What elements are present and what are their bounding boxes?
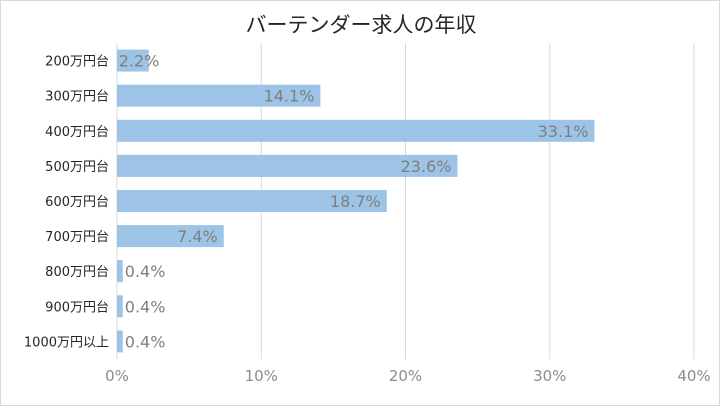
category-label: 200万円台 bbox=[45, 55, 109, 70]
data-label: 0.4% bbox=[125, 262, 166, 281]
data-label: 0.4% bbox=[125, 332, 166, 351]
x-tick-label: 10% bbox=[245, 367, 278, 385]
category-label: 300万円台 bbox=[45, 90, 109, 105]
x-tick-label: 40% bbox=[677, 367, 710, 385]
category-label: 600万円台 bbox=[45, 195, 109, 210]
bar bbox=[117, 190, 387, 212]
x-tick-label: 0% bbox=[105, 367, 129, 385]
x-tick-label: 20% bbox=[389, 367, 422, 385]
data-label: 23.6% bbox=[401, 157, 452, 176]
bar bbox=[117, 84, 321, 107]
bar bbox=[117, 154, 458, 177]
bar bbox=[117, 260, 123, 283]
category-label: 900万円台 bbox=[45, 300, 109, 315]
bar bbox=[117, 330, 123, 353]
chart-title: バーテンダー求人の年収 bbox=[245, 13, 477, 37]
bar bbox=[117, 119, 595, 142]
data-label: 0.4% bbox=[125, 297, 166, 316]
bar bbox=[117, 225, 224, 248]
category-label: 700万円台 bbox=[45, 230, 109, 245]
bar bbox=[117, 295, 123, 318]
x-tick-label: 30% bbox=[533, 367, 566, 385]
category-label: 1000万円以上 bbox=[24, 335, 109, 350]
category-label: 500万円台 bbox=[45, 160, 109, 175]
data-label: 7.4% bbox=[177, 227, 218, 246]
category-label: 400万円台 bbox=[45, 125, 109, 140]
category-label: 800万円台 bbox=[45, 265, 109, 280]
bar bbox=[117, 49, 149, 72]
data-label: 33.1% bbox=[538, 122, 589, 141]
data-label: 2.2% bbox=[119, 52, 160, 71]
data-label: 14.1% bbox=[264, 87, 315, 106]
data-label: 18.7% bbox=[330, 192, 381, 211]
